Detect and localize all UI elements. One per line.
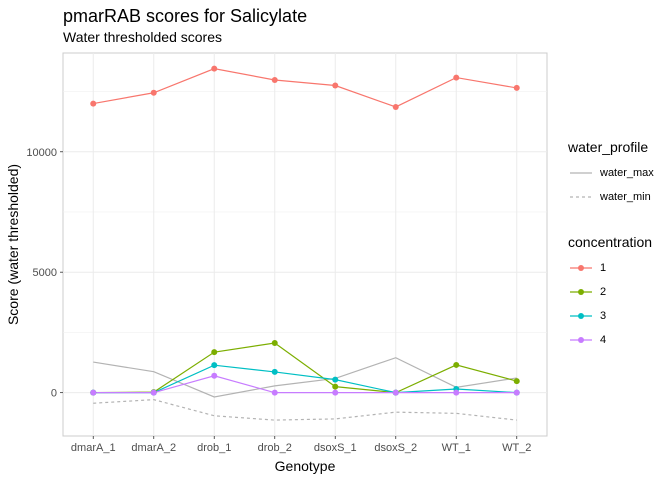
y-axis-title: Score (water thresholded) (5, 164, 21, 325)
legend-key-water-max (570, 172, 592, 174)
legend-label-2: 2 (600, 286, 607, 298)
series-line-water-min (93, 399, 517, 421)
x-tick-label: dsoxS_2 (374, 442, 417, 454)
data-point-series-1 (332, 82, 339, 89)
data-point-series-4 (211, 372, 218, 379)
data-point-series-2 (453, 361, 460, 368)
y-tick-label: 0 (51, 388, 57, 400)
data-point-series-4 (513, 389, 520, 396)
legend-title-water-profile: water_profile (568, 139, 649, 155)
x-tick-label: WT_2 (502, 442, 531, 454)
x-tick-label: drob_2 (258, 442, 292, 454)
legend-key-2 (570, 289, 592, 295)
legend-label-1: 1 (600, 262, 607, 274)
x-tick-label: dsoxS_1 (314, 442, 357, 454)
legend-key-4 (570, 337, 592, 343)
data-point-series-1 (211, 65, 218, 72)
series-line-3 (93, 364, 517, 394)
data-point-series-3 (332, 376, 339, 383)
x-tick-label: dmarA_1 (71, 442, 116, 454)
y-tick-label: 5000 (33, 267, 57, 279)
data-point-series-4 (332, 389, 339, 396)
x-tick-label: dmarA_2 (131, 442, 176, 454)
legend-concentration: concentration 1 2 3 4 (568, 234, 652, 352)
data-point-series-1 (271, 76, 278, 83)
x-tick-label: drob_1 (197, 442, 231, 454)
legend-key-1 (570, 265, 592, 271)
legend-item-4: 4 (568, 328, 652, 352)
data-point-series-4 (271, 389, 278, 396)
legend-key-3 (570, 313, 592, 319)
data-point-series-2 (513, 378, 520, 385)
data-point-series-4 (150, 389, 157, 396)
x-axis-title: Genotype (275, 458, 336, 474)
legend-item-2: 2 (568, 280, 652, 304)
legend-label-water-min: water_min (600, 191, 651, 203)
legend-label-3: 3 (600, 310, 607, 322)
data-point-series-1 (150, 89, 157, 96)
chart-subtitle: Water thresholded scores (63, 29, 222, 45)
data-point-series-1 (90, 100, 97, 107)
legend-title-concentration: concentration (568, 234, 653, 250)
data-point-series-2 (332, 383, 339, 390)
y-tick-label: 10000 (26, 147, 57, 159)
data-point-series-2 (271, 340, 278, 347)
series-line-1 (93, 68, 517, 108)
legend-label-water-max: water_max (600, 167, 654, 179)
series-line-water-max (93, 357, 517, 398)
data-point-series-1 (453, 74, 460, 81)
series-line-2 (93, 342, 517, 394)
legend-water-profile: water_profile water_max water_min (568, 139, 654, 209)
data-point-series-1 (392, 103, 399, 110)
data-point-series-4 (453, 389, 460, 396)
data-point-series-4 (90, 389, 97, 396)
data-point-series-3 (271, 368, 278, 375)
chart-title: pmarRAB scores for Salicylate (63, 6, 308, 26)
data-point-series-3 (211, 362, 218, 369)
legend-item-water-max: water_max (568, 161, 654, 185)
data-point-series-1 (513, 84, 520, 91)
plot-panel (62, 52, 548, 437)
legend-item-water-min: water_min (568, 185, 654, 209)
legend-item-3: 3 (568, 304, 652, 328)
data-point-series-2 (211, 349, 218, 356)
x-tick-label: WT_1 (442, 442, 471, 454)
legend-item-1: 1 (568, 256, 652, 280)
series-line-4 (93, 375, 517, 394)
legend-label-4: 4 (600, 334, 607, 346)
legend-key-water-min (570, 196, 592, 198)
data-point-series-4 (392, 389, 399, 396)
